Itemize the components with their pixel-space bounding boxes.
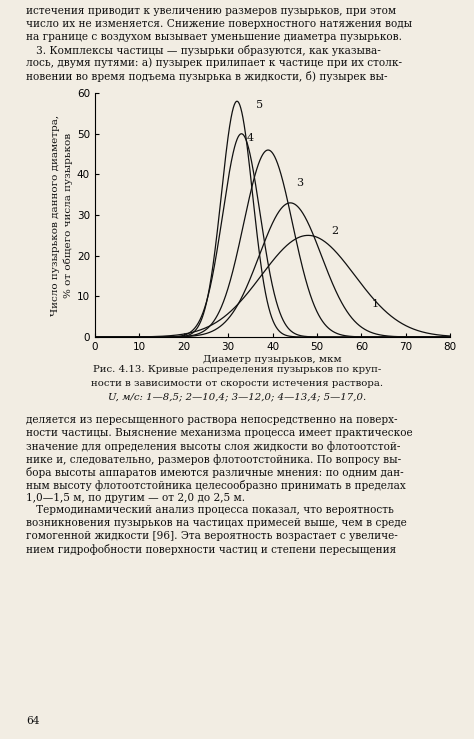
Text: лось, двумя путями: а) пузырек прилипает к частице при их столк-: лось, двумя путями: а) пузырек прилипает…	[26, 58, 402, 68]
Text: 2: 2	[331, 226, 338, 236]
Text: на границе с воздухом вызывает уменьшение диаметра пузырьков.: на границе с воздухом вызывает уменьшени…	[26, 32, 402, 42]
Text: деляется из пересыщенного раствора непосредственно на поверх-: деляется из пересыщенного раствора непос…	[26, 415, 398, 425]
Text: нием гидрофобности поверхности частиц и степени пересыщения: нием гидрофобности поверхности частиц и …	[26, 544, 396, 555]
Text: Рис. 4.13. Кривые распределения пузырьков по круп-: Рис. 4.13. Кривые распределения пузырько…	[93, 365, 381, 374]
Text: бора высоты аппаратов имеются различные мнения: по одним дан-: бора высоты аппаратов имеются различные …	[26, 467, 404, 477]
Text: истечения приводит к увеличению размеров пузырьков, при этом: истечения приводит к увеличению размеров…	[26, 6, 396, 16]
Text: значение для определения высоты слоя жидкости во флотоотстой-: значение для определения высоты слоя жид…	[26, 440, 401, 452]
X-axis label: Диаметр пузырьков, мкм: Диаметр пузырьков, мкм	[203, 355, 342, 364]
Text: 5: 5	[255, 101, 263, 110]
Text: U, м/с: 1—8,5; 2—10,4; 3—12,0; 4—13,4; 5—17,0.: U, м/с: 1—8,5; 2—10,4; 3—12,0; 4—13,4; 5…	[108, 392, 366, 401]
Text: возникновения пузырьков на частицах примесей выше, чем в среде: возникновения пузырьков на частицах прим…	[26, 519, 407, 528]
Text: 1: 1	[371, 299, 378, 310]
Text: нике и, следовательно, размеров флотоотстойника. По вопросу вы-: нике и, следовательно, размеров флотоотс…	[26, 454, 401, 465]
Text: 64: 64	[26, 715, 39, 726]
Text: число их не изменяется. Снижение поверхностного натяжения воды: число их не изменяется. Снижение поверхн…	[26, 18, 412, 29]
Y-axis label: Число пузырьков данного диаметра,
% от общего числа пузырьков: Число пузырьков данного диаметра, % от о…	[51, 115, 73, 316]
Text: 4: 4	[247, 133, 254, 143]
Text: Термодинамический анализ процесса показал, что вероятность: Термодинамический анализ процесса показа…	[26, 505, 394, 516]
Text: 1,0—1,5 м, по другим — от 2,0 до 2,5 м.: 1,0—1,5 м, по другим — от 2,0 до 2,5 м.	[26, 492, 245, 503]
Text: ности частицы. Выяснение механизма процесса имеет практическое: ности частицы. Выяснение механизма проце…	[26, 428, 413, 438]
Text: гомогенной жидкости [96]. Эта вероятность возрастает с увеличе-: гомогенной жидкости [96]. Эта вероятност…	[26, 531, 398, 542]
Text: ности в зависимости от скорости истечения раствора.: ности в зависимости от скорости истечени…	[91, 378, 383, 388]
Text: новении во время подъема пузырька в жидкости, б) пузырек вы-: новении во время подъема пузырька в жидк…	[26, 71, 388, 81]
Text: ным высоту флотоотстойника целесообразно принимать в пределах: ным высоту флотоотстойника целесообразно…	[26, 480, 406, 491]
Text: 3. Комплексы частицы — пузырьки образуются, как указыва-: 3. Комплексы частицы — пузырьки образуют…	[26, 44, 381, 55]
Text: 3: 3	[296, 177, 303, 188]
